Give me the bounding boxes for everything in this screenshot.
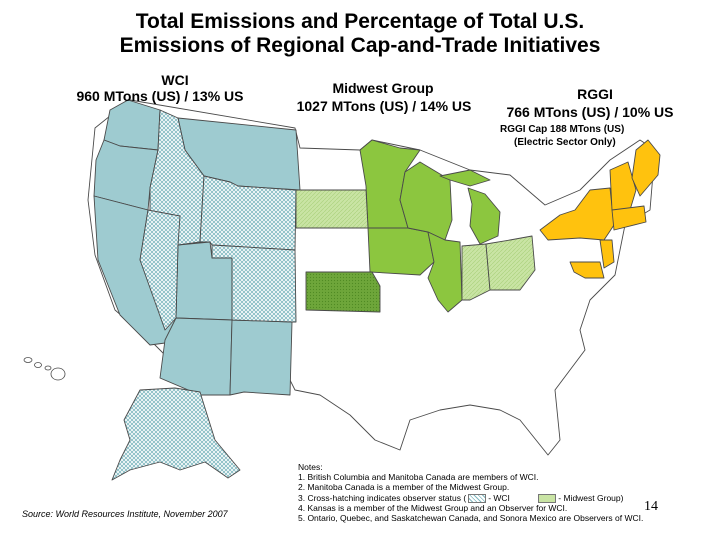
state-massachusetts-ri-ct	[611, 205, 647, 231]
note-5: 5. Ontario, Quebec, and Saskatchewan Can…	[298, 513, 644, 524]
state-new-mexico	[229, 319, 293, 396]
notes: Notes: 1. British Columbia and Manitoba …	[298, 462, 643, 523]
midwest-name: Midwest Group	[332, 80, 434, 96]
rggi-cap-note: (Electric Sector Only)	[514, 137, 616, 148]
state-illinois	[427, 231, 463, 313]
state-kansas	[305, 271, 381, 313]
midwest-hatch-swatch	[538, 493, 557, 503]
state-ohio	[485, 235, 536, 291]
note-3-text: 3. Cross-hatching indicates observer sta…	[298, 492, 467, 503]
state-washington	[103, 99, 161, 151]
state-idaho	[149, 109, 205, 246]
wci-hatch-swatch	[468, 493, 487, 503]
state-hawaii	[23, 357, 66, 381]
page-number: 14	[644, 499, 658, 514]
state-colorado	[211, 244, 297, 323]
state-new-jersey	[599, 239, 615, 269]
source-citation: Source: World Resources Institute, Novem…	[22, 509, 228, 519]
wci-emissions: 960 MTons (US) / 13% US	[76, 88, 244, 104]
title-line-2: Emissions of Regional Cap-and-Trade Init…	[119, 34, 601, 57]
state-oregon	[93, 139, 159, 211]
note-2: 2. Manitoba Canada is a member of the Mi…	[298, 482, 510, 493]
midwest-emissions: 1027 MTons (US) / 14% US	[296, 98, 472, 114]
notes-heading: Notes:	[298, 462, 323, 472]
state-indiana	[461, 243, 491, 301]
rggi-emissions: 766 MTons (US) / 10% US	[506, 104, 674, 120]
note-1: 1. British Columbia and Manitoba Canada …	[298, 472, 539, 483]
note-3: 3. Cross-hatching indicates observer sta…	[298, 493, 643, 503]
title-line-1: Total Emissions and Percentage of Total …	[135, 10, 585, 33]
state-nevada	[139, 209, 181, 331]
rggi-name: RGGI	[577, 86, 613, 102]
note-4: 4. Kansas is a member of the Midwest Gro…	[298, 502, 568, 513]
state-vermont-nh	[609, 161, 637, 211]
state-michigan	[439, 169, 501, 245]
state-iowa	[367, 227, 435, 276]
note-3-midwest: - Midwest Group)	[558, 492, 624, 503]
state-delaware-maryland	[569, 261, 605, 279]
wci-name: WCI	[161, 72, 189, 88]
state-alaska	[111, 387, 241, 481]
state-maine	[631, 139, 661, 197]
rggi-cap: RGGI Cap 188 MTons (US)	[500, 124, 625, 135]
state-arizona	[159, 317, 233, 396]
state-south-dakota	[295, 189, 369, 229]
note-3-wci: - WCI	[488, 492, 510, 503]
